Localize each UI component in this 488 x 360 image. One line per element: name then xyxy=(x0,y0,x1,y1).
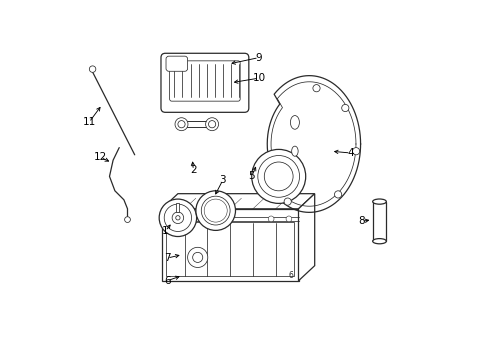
Circle shape xyxy=(251,149,305,203)
Circle shape xyxy=(227,216,232,222)
Bar xyxy=(176,203,179,212)
Circle shape xyxy=(264,162,292,191)
Circle shape xyxy=(352,148,359,155)
Ellipse shape xyxy=(372,199,386,204)
Text: 8: 8 xyxy=(357,216,364,226)
FancyBboxPatch shape xyxy=(161,53,248,112)
Text: 7: 7 xyxy=(163,253,170,263)
Circle shape xyxy=(201,196,230,225)
Circle shape xyxy=(175,118,187,131)
Text: 4: 4 xyxy=(346,148,353,158)
Circle shape xyxy=(205,118,218,131)
Text: 2: 2 xyxy=(190,165,196,175)
Circle shape xyxy=(204,199,227,222)
Circle shape xyxy=(284,198,291,205)
Circle shape xyxy=(196,191,235,230)
Circle shape xyxy=(165,216,171,222)
Text: 5: 5 xyxy=(248,171,254,181)
Polygon shape xyxy=(267,76,360,212)
Circle shape xyxy=(312,85,320,92)
Text: 11: 11 xyxy=(82,117,96,127)
Circle shape xyxy=(208,121,215,128)
Bar xyxy=(181,121,212,127)
Polygon shape xyxy=(162,194,314,209)
Ellipse shape xyxy=(291,146,298,156)
Bar xyxy=(372,202,386,241)
Circle shape xyxy=(285,216,291,222)
Circle shape xyxy=(159,199,196,237)
Circle shape xyxy=(268,216,273,222)
Circle shape xyxy=(257,156,299,197)
FancyBboxPatch shape xyxy=(166,56,187,71)
Circle shape xyxy=(192,252,203,262)
Text: 1: 1 xyxy=(162,226,168,236)
Polygon shape xyxy=(162,209,298,281)
Bar xyxy=(166,222,294,276)
Circle shape xyxy=(89,66,96,72)
Text: 6: 6 xyxy=(288,271,293,280)
Text: 10: 10 xyxy=(252,73,265,83)
Text: 3: 3 xyxy=(219,175,226,185)
Ellipse shape xyxy=(372,239,386,244)
Circle shape xyxy=(187,247,207,267)
Circle shape xyxy=(186,216,192,222)
Circle shape xyxy=(175,216,180,220)
Circle shape xyxy=(164,204,191,231)
Text: 6: 6 xyxy=(163,276,170,286)
Polygon shape xyxy=(298,194,314,281)
Circle shape xyxy=(124,217,130,222)
Circle shape xyxy=(172,212,183,224)
Text: 12: 12 xyxy=(94,152,107,162)
Ellipse shape xyxy=(290,116,299,129)
Circle shape xyxy=(341,104,348,112)
Circle shape xyxy=(334,191,341,198)
Text: 9: 9 xyxy=(255,53,262,63)
Circle shape xyxy=(178,121,185,128)
